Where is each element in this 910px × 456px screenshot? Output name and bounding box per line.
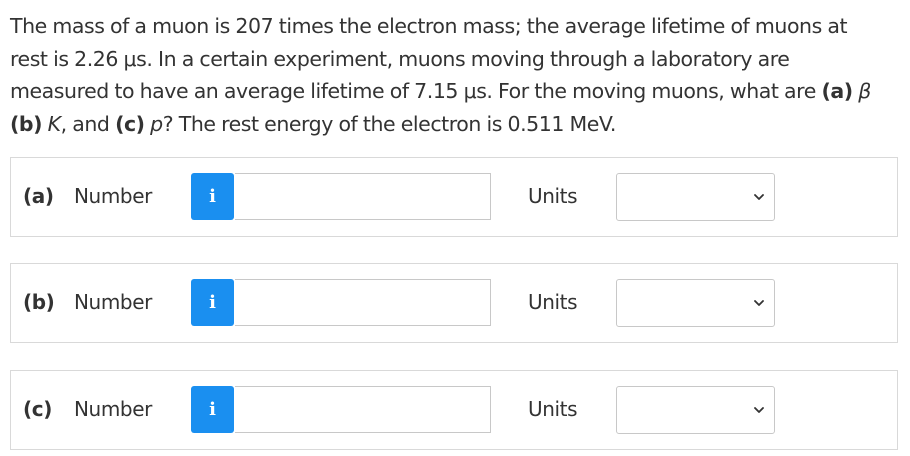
chevron-down-icon <box>754 407 764 413</box>
answer-row-b: (b) Number i Units <box>10 263 898 343</box>
question-line-4: (b) K, and (c) p? The rest energy of the… <box>10 108 905 141</box>
part-label-b: (b) <box>23 290 55 314</box>
info-button-a[interactable]: i <box>191 173 234 220</box>
question-line-2: rest is 2.26 μs. In a certain experiment… <box>10 46 790 71</box>
question-k-symbol: K <box>42 111 61 136</box>
number-label-c: Number <box>74 397 152 421</box>
chevron-down-icon <box>754 194 764 200</box>
number-label-b: Number <box>74 290 152 314</box>
info-button-b[interactable]: i <box>191 279 234 326</box>
question-part-c-ref: (c) <box>115 111 145 136</box>
question-text: The mass of a muon is 207 times the elec… <box>10 10 905 140</box>
part-label-c: (c) <box>23 397 52 421</box>
number-input-a[interactable] <box>235 173 491 220</box>
units-select-c[interactable] <box>616 386 775 434</box>
units-select-b[interactable] <box>616 279 775 327</box>
units-label-a: Units <box>528 184 578 208</box>
info-button-c[interactable]: i <box>191 386 234 433</box>
answer-row-c: (c) Number i Units <box>10 370 898 450</box>
question-beta-symbol: β <box>852 79 871 103</box>
question-part-b-ref: (b) <box>10 111 43 136</box>
units-label-c: Units <box>528 397 578 421</box>
answer-row-a: (a) Number i Units <box>10 157 898 237</box>
info-icon: i <box>209 186 216 207</box>
question-p-symbol: p <box>144 111 163 136</box>
question-line-3: measured to have an average lifetime of … <box>10 75 905 108</box>
question-line-1: The mass of a muon is 207 times the elec… <box>10 14 848 38</box>
number-input-b[interactable] <box>235 279 491 326</box>
part-label-a: (a) <box>23 184 54 208</box>
chevron-down-icon <box>754 300 764 306</box>
units-select-a[interactable] <box>616 173 775 221</box>
question-part-a-ref: (a) <box>821 79 853 103</box>
number-input-c[interactable] <box>235 386 491 433</box>
number-label-a: Number <box>74 184 152 208</box>
question-line-4-text: ? The rest energy of the electron is 0.5… <box>162 111 617 136</box>
question-line-3-text: measured to have an average lifetime of … <box>10 79 822 103</box>
units-label-b: Units <box>528 290 578 314</box>
info-icon: i <box>209 399 216 420</box>
question-line-4-and: , and <box>60 111 116 136</box>
info-icon: i <box>209 292 216 313</box>
